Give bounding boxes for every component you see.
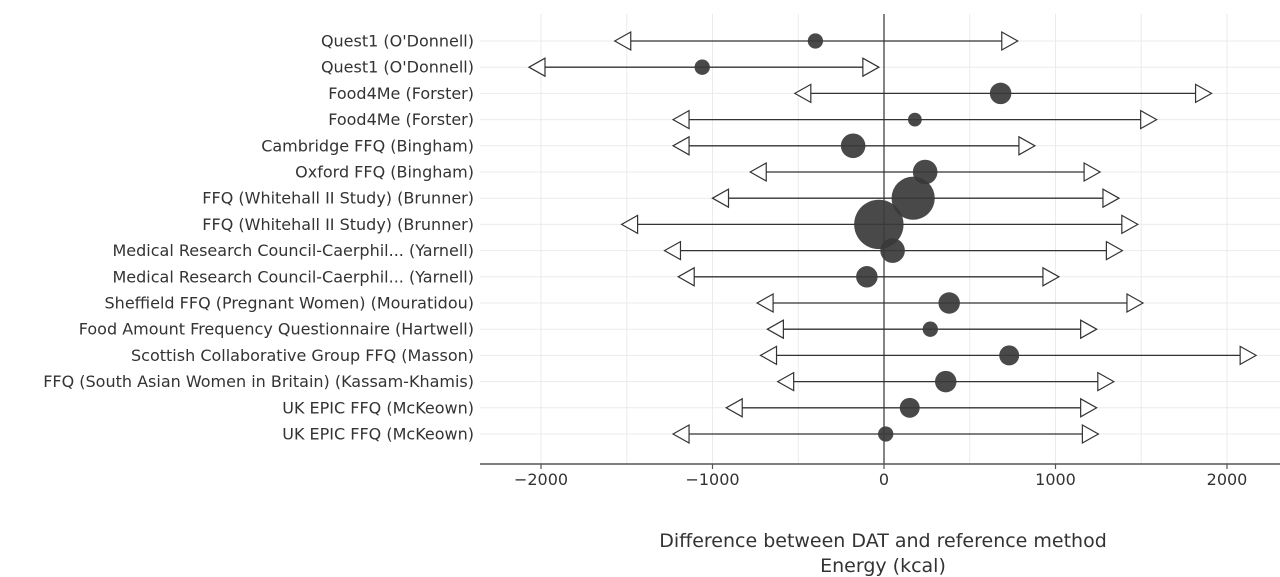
study-label: Oxford FFQ (Bingham): [295, 163, 474, 182]
study-row: [663, 238, 1124, 263]
study-label: UK EPIC FFQ (McKeown): [282, 398, 474, 417]
study-row: [676, 266, 1061, 288]
study-row: [759, 345, 1258, 366]
study-label: Food Amount Frequency Questionnaire (Har…: [79, 320, 474, 339]
study-row: [755, 292, 1145, 314]
lower-limit-arrow: [793, 83, 812, 104]
mean-difference-point: [854, 199, 904, 250]
lower-limit-arrow: [755, 292, 774, 314]
lower-limit-arrow: [676, 266, 695, 287]
lower-limit-arrow: [776, 371, 795, 392]
mean-difference-point: [934, 370, 957, 393]
upper-limit-arrow: [1102, 188, 1121, 209]
upper-limit-arrow: [1194, 83, 1213, 104]
upper-limit-arrow: [1018, 135, 1037, 156]
mean-difference-point: [694, 59, 710, 75]
study-label: Medical Research Council-Caerphil... (Ya…: [112, 267, 474, 286]
upper-limit-arrow: [1105, 240, 1124, 261]
lower-limit-arrow: [663, 240, 682, 261]
x-tick-label: −1000: [685, 470, 739, 489]
lower-limit-arrow: [749, 161, 767, 183]
study-label: Food4Me (Forster): [328, 84, 474, 103]
lower-limit-arrow: [671, 135, 690, 156]
study-label: Quest1 (O'Donnell): [321, 58, 474, 77]
x-axis-title-line-2: Energy (kcal): [820, 555, 946, 577]
mean-difference-point: [899, 397, 920, 418]
study-row: [711, 176, 1121, 220]
study-label: Food4Me (Forster): [328, 110, 474, 129]
study-label: UK EPIC FFQ (McKeown): [282, 425, 474, 444]
x-tick-label: 0: [879, 470, 889, 489]
lower-limit-arrow: [613, 30, 632, 52]
mean-difference-point: [989, 82, 1012, 105]
upper-limit-arrow: [1081, 423, 1100, 445]
upper-limit-arrow: [1080, 397, 1098, 418]
lower-limit-arrow: [759, 345, 778, 366]
mean-difference-point: [807, 33, 824, 49]
lower-limit-arrow: [671, 109, 690, 130]
lower-limit-arrow: [671, 423, 690, 445]
lower-limit-arrow: [766, 319, 784, 340]
study-label: FFQ (Whitehall II Study) (Brunner): [202, 215, 474, 234]
lower-limit-arrow: [724, 397, 743, 418]
mean-difference-point: [891, 176, 935, 220]
study-row: [766, 319, 1098, 340]
lower-limit-arrow: [711, 188, 730, 209]
lower-limit-arrow: [527, 57, 546, 78]
mean-difference-point: [938, 292, 960, 314]
study-labels: Quest1 (O'Donnell) Quest1 (O'Donnell) Food…: [43, 32, 474, 444]
mean-difference-point: [907, 112, 922, 127]
study-label: Medical Research Council-Caerphil... (Ya…: [112, 241, 474, 260]
study-row: [671, 109, 1158, 130]
study-label: Scottish Collaborative Group FFQ (Masson…: [131, 346, 474, 365]
upper-limit-arrow: [1239, 345, 1258, 366]
study-row: [776, 370, 1116, 393]
study-row: [671, 423, 1100, 445]
mean-difference-point: [999, 345, 1020, 366]
x-tick-label: −2000: [514, 470, 568, 489]
upper-limit-arrow: [1042, 266, 1061, 287]
study-row: [620, 199, 1140, 250]
mean-difference-point: [880, 238, 905, 263]
upper-limit-arrow: [1083, 161, 1102, 183]
study-label: FFQ (South Asian Women in Britain) (Kass…: [43, 372, 474, 391]
mean-difference-point: [840, 133, 866, 159]
upper-limit-arrow: [1080, 319, 1098, 340]
study-row: [613, 30, 1019, 52]
mean-difference-point: [856, 266, 878, 288]
study-rows: [527, 30, 1258, 445]
x-tick-label: 1000: [1035, 470, 1076, 489]
study-row: [724, 397, 1098, 418]
upper-limit-arrow: [1001, 30, 1019, 52]
mean-difference-point: [922, 321, 938, 337]
x-axis-title-line-1: Difference between DAT and reference met…: [659, 530, 1107, 552]
mean-difference-point: [878, 426, 894, 442]
study-label: FFQ (Whitehall II Study) (Brunner): [202, 189, 474, 208]
study-row: [527, 57, 881, 78]
lower-limit-arrow: [620, 214, 639, 235]
upper-limit-arrow: [1126, 292, 1145, 314]
upper-limit-arrow: [1097, 371, 1116, 392]
upper-limit-arrow: [1121, 214, 1140, 235]
study-label: Quest1 (O'Donnell): [321, 32, 474, 51]
study-row: [793, 82, 1213, 105]
study-label: Cambridge FFQ (Bingham): [261, 136, 474, 155]
study-row: [671, 133, 1037, 159]
upper-limit-arrow: [862, 57, 881, 78]
study-label: Sheffield FFQ (Pregnant Women) (Mouratid…: [105, 294, 474, 313]
x-axis: −2000 −1000 0 1000 2000: [480, 463, 1280, 489]
x-tick-label: 2000: [1207, 470, 1248, 489]
upper-limit-arrow: [1140, 109, 1158, 130]
